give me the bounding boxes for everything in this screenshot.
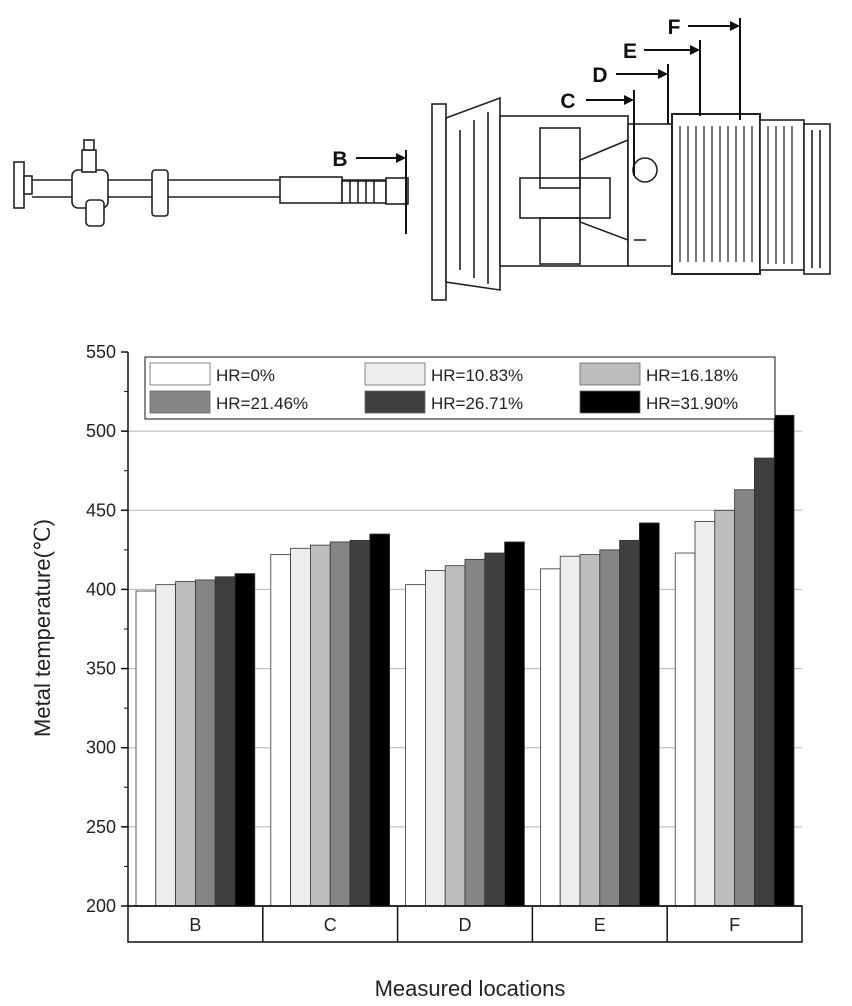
legend-swatch: [579, 390, 641, 414]
legend-label: HR=21.46%: [216, 394, 308, 413]
bar: [694, 520, 716, 907]
legend-swatch: [579, 362, 641, 386]
bar: [464, 558, 486, 907]
bar: [349, 539, 371, 907]
category-row: B C D E F: [127, 905, 803, 943]
legend: HR=0% HR=10.83% HR=16.18% HR=21.46% HR=26.71…: [144, 356, 776, 420]
category-label: C: [324, 915, 337, 935]
bar: [155, 584, 177, 907]
y-tick-label: 400: [86, 579, 116, 599]
bar: [773, 414, 795, 907]
y-tick-label: 450: [86, 500, 116, 520]
legend-label: HR=10.83%: [431, 366, 523, 385]
bar: [559, 555, 581, 907]
category-box: [127, 905, 803, 943]
bar-chart: 200 250 300 350 400 450 500 550 B C D E F HR=0% HR=1…: [30, 342, 803, 1001]
y-tick-label: 550: [86, 342, 116, 362]
category-label: D: [459, 915, 472, 935]
bar: [270, 554, 291, 907]
bar: [714, 509, 735, 907]
y-tick-label: 500: [86, 421, 116, 441]
y-axis-title: Metal temperature(℃): [30, 519, 55, 737]
bar: [135, 590, 157, 907]
bar: [214, 576, 236, 907]
y-tick-label: 200: [86, 896, 116, 916]
bar: [639, 522, 660, 907]
location-markers: [356, 18, 741, 234]
bar: [175, 581, 196, 907]
legend-label: HR=0%: [216, 366, 275, 385]
burner-diagram: [13, 96, 831, 301]
y-tick-label: 250: [86, 817, 116, 837]
bar: [329, 541, 351, 907]
bar: [234, 573, 256, 907]
legend-label: HR=26.71%: [431, 394, 523, 413]
category-label: B: [189, 915, 201, 935]
bar: [540, 568, 561, 907]
bar: [194, 579, 216, 907]
bar: [290, 547, 311, 907]
bar: [504, 541, 525, 907]
bar: [309, 544, 331, 907]
category-label: E: [594, 915, 606, 935]
bar: [754, 457, 775, 907]
marker-label-f: F: [668, 16, 681, 39]
y-ticks: 200 250 300 350 400 450 500 550: [86, 342, 128, 916]
y-tick-label: 300: [86, 738, 116, 758]
bar: [484, 552, 505, 907]
bar: [579, 554, 601, 907]
legend-swatch: [364, 390, 426, 414]
legend-swatch: [364, 362, 426, 386]
bar: [674, 552, 696, 907]
bars: [135, 414, 795, 907]
category-label: F: [729, 915, 740, 935]
x-axis-title: Measured locations: [375, 976, 566, 1001]
bar: [405, 584, 426, 907]
marker-label-e: E: [623, 40, 637, 63]
legend-swatch: [149, 390, 211, 414]
bar: [424, 570, 446, 907]
bar: [599, 549, 620, 907]
legend-label: HR=16.18%: [646, 366, 738, 385]
bar: [444, 565, 466, 907]
marker-label-c: C: [560, 90, 575, 113]
legend-label: HR=31.90%: [646, 394, 738, 413]
legend-swatch: [149, 362, 211, 386]
bar: [369, 533, 390, 907]
marker-label-b: B: [332, 148, 347, 171]
bar: [734, 489, 755, 907]
y-tick-label: 350: [86, 659, 116, 679]
bar: [619, 539, 640, 907]
marker-label-d: D: [592, 64, 607, 87]
legend-box: [144, 356, 776, 420]
